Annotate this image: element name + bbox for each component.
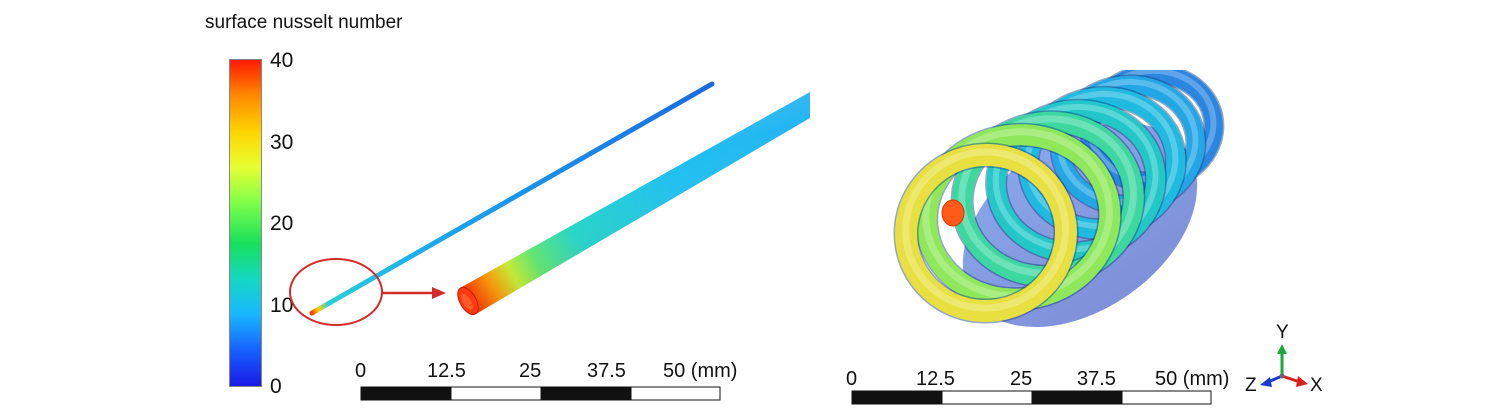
right-scale-bar bbox=[851, 390, 1212, 405]
right-scale-label-25: 25 bbox=[1010, 368, 1033, 390]
left-scale-bar bbox=[360, 386, 721, 401]
right-scale-label-0: 0 bbox=[846, 368, 858, 390]
z-axis-arrow-head bbox=[1260, 377, 1272, 387]
legend-title: surface nusselt number bbox=[205, 12, 403, 33]
colorbar-tick-20: 20 bbox=[270, 212, 294, 235]
left-scale-label-12-5: 12.5 bbox=[427, 360, 466, 382]
color-bar bbox=[229, 59, 262, 387]
coil-inlet-face bbox=[941, 199, 965, 227]
right-scale-label-50-mm: 50 (mm) bbox=[1155, 368, 1230, 390]
y-axis-arrow-head bbox=[1277, 344, 1287, 354]
highlight-circle bbox=[289, 258, 383, 326]
x-axis-arrow bbox=[1281, 374, 1301, 384]
axis-triad: Y Z X bbox=[1245, 322, 1323, 396]
right-scale-label-12-5: 12.5 bbox=[916, 368, 955, 390]
x-axis-arrow-head bbox=[1296, 376, 1308, 387]
y-axis-label: Y bbox=[1276, 322, 1289, 343]
colorbar-tick-10: 10 bbox=[270, 294, 294, 317]
colorbar-tick-40: 40 bbox=[270, 49, 294, 72]
zoom-arrow-head bbox=[432, 287, 446, 299]
colorbar-tick-0: 0 bbox=[270, 375, 282, 398]
right-scale-label-37-5: 37.5 bbox=[1077, 368, 1116, 390]
coil-turn-7 bbox=[895, 143, 1077, 323]
straight-tube-figure bbox=[289, 81, 810, 326]
left-scale-label-37-5: 37.5 bbox=[587, 360, 626, 382]
x-axis-label: X bbox=[1310, 375, 1323, 396]
left-scale-label-50-mm: 50 (mm) bbox=[663, 360, 738, 382]
coil-turn-4 bbox=[986, 100, 1166, 262]
colorbar-tick-30: 30 bbox=[270, 131, 294, 154]
thin-tube bbox=[309, 81, 715, 316]
left-scale-label-25: 25 bbox=[519, 360, 542, 382]
helical-coil-figure bbox=[893, 70, 1225, 328]
z-axis-label: Z bbox=[1245, 375, 1257, 396]
left-scale-label-0: 0 bbox=[355, 360, 367, 382]
